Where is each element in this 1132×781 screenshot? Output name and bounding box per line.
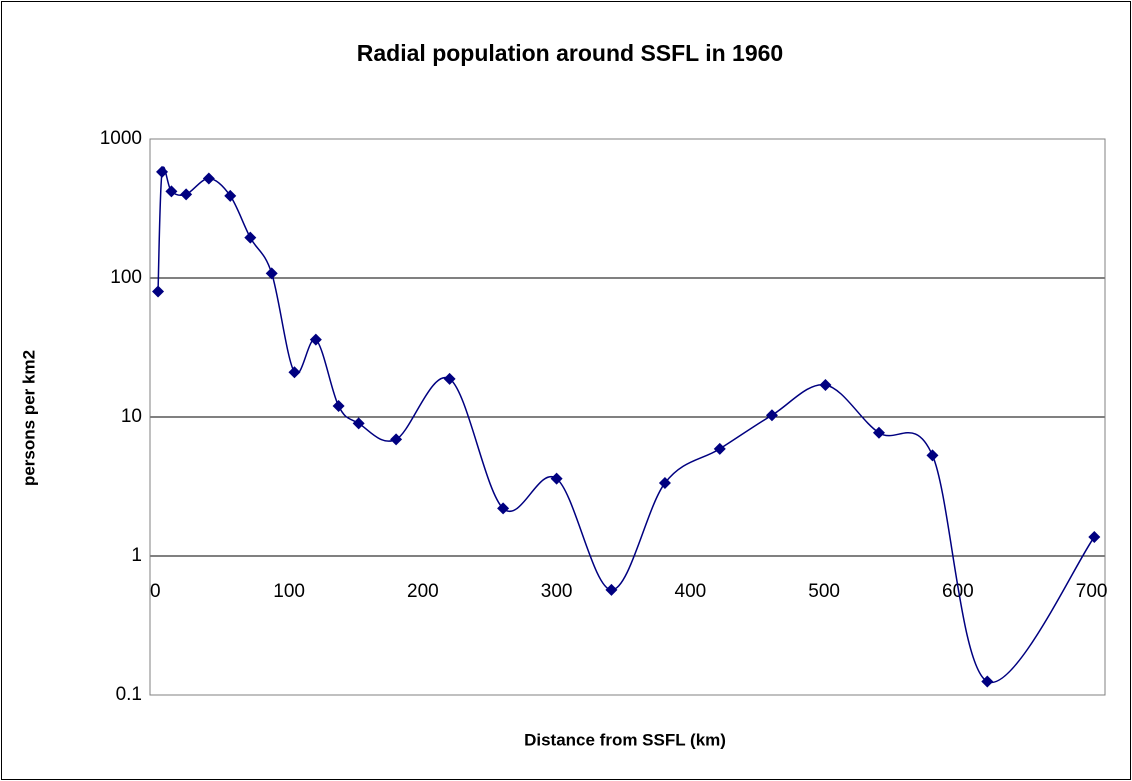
x-axis-label: Distance from SSFL (km) [524,730,726,749]
x-tick-label: 0 [150,581,161,602]
marker [443,372,456,385]
marker [819,378,832,391]
y-axis-label: persons per km2 [19,350,38,486]
x-tick-label: 200 [407,581,439,602]
x-tick-label: 400 [675,581,707,602]
marker [765,409,778,422]
marker [550,472,563,485]
x-tick-label: 500 [808,581,840,602]
marker [390,433,403,446]
y-tick-label: 100 [110,267,142,288]
x-tick-label: 700 [1076,581,1108,602]
marker [309,333,322,346]
marker [713,442,726,455]
marker [156,165,169,178]
marker [244,231,257,244]
x-tick-label: 600 [942,581,974,602]
marker [288,366,301,379]
y-tick-label: 1000 [100,128,142,149]
chart-title: Radial population around SSFL in 1960 [357,40,783,66]
marker [605,583,618,596]
marker [497,502,510,515]
marker [352,417,365,430]
marker [981,675,994,688]
marker [152,285,165,298]
x-tick-label: 300 [541,581,573,602]
plot-border [149,138,1106,696]
y-tick-label: 10 [121,406,142,427]
marker [658,477,671,490]
marker [926,449,939,462]
x-tick-label: 100 [273,581,305,602]
marker [332,399,345,412]
marker [165,185,178,198]
marker [265,267,278,280]
marker [872,426,885,439]
marker [1088,530,1101,543]
marker [180,188,193,201]
marker [202,172,215,185]
marker [224,189,237,202]
y-tick-label: 1 [131,545,142,566]
y-tick-label: 0.1 [116,684,142,705]
